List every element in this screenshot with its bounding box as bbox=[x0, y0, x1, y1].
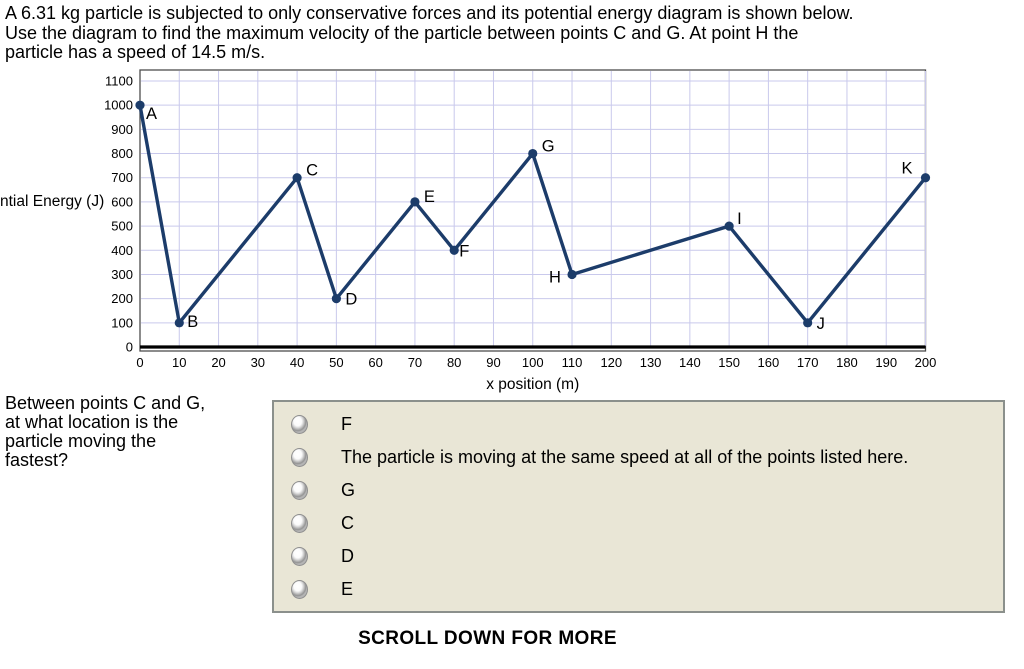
option-row-3: G bbox=[291, 474, 1003, 507]
x-tick-label: 50 bbox=[329, 355, 343, 370]
x-tick-label: 110 bbox=[562, 355, 583, 370]
x-tick-label: 120 bbox=[600, 355, 622, 370]
y-tick-label: 800 bbox=[111, 146, 133, 161]
y-tick-label: 1000 bbox=[104, 98, 133, 113]
chart-point-label-H: H bbox=[549, 268, 561, 286]
y-tick-label: 0 bbox=[126, 340, 133, 355]
chart-point-A bbox=[135, 100, 145, 110]
chart-point-H bbox=[567, 269, 577, 280]
y-tick-label: 900 bbox=[111, 122, 133, 137]
x-tick-label: 0 bbox=[136, 355, 143, 370]
option-label-2: The particle is moving at the same speed… bbox=[341, 447, 909, 467]
chart-point-label-G: G bbox=[542, 138, 555, 156]
radio-option-4[interactable] bbox=[291, 514, 308, 533]
chart-point-E bbox=[410, 197, 420, 207]
x-tick-label: 140 bbox=[679, 355, 701, 370]
option-row-2: The particle is moving at the same speed… bbox=[291, 441, 1003, 474]
option-label-5: D bbox=[341, 546, 354, 566]
y-tick-label: 400 bbox=[111, 243, 133, 258]
x-tick-label: 20 bbox=[211, 355, 225, 370]
x-tick-label: 190 bbox=[875, 355, 897, 370]
chart-point-F bbox=[449, 245, 459, 255]
chart-point-B bbox=[174, 318, 184, 328]
scroll-down-note: SCROLL DOWN FOR MORE bbox=[358, 628, 617, 649]
x-tick-label: 200 bbox=[915, 355, 937, 370]
chart-point-label-I: I bbox=[737, 210, 742, 228]
question-line-3: particle moving the bbox=[5, 431, 157, 451]
x-tick-label: 60 bbox=[368, 355, 382, 370]
question-line-1: Between points C and G, bbox=[5, 393, 206, 413]
x-tick-label: 150 bbox=[718, 355, 740, 370]
chart-point-label-E: E bbox=[424, 188, 435, 206]
radio-option-6[interactable] bbox=[291, 580, 308, 599]
question-line-2: at what location is the bbox=[5, 412, 179, 432]
x-tick-label: 100 bbox=[522, 355, 544, 370]
question-text: Between points C and G, at what location… bbox=[5, 394, 205, 470]
chart-point-label-F: F bbox=[459, 242, 469, 260]
chart-point-label-D: D bbox=[345, 291, 357, 309]
option-label-4: C bbox=[341, 513, 354, 533]
problem-line-3: particle has a speed of 14.5 m/s. bbox=[5, 42, 266, 62]
x-tick-label: 90 bbox=[486, 355, 500, 370]
y-tick-label: 500 bbox=[111, 219, 133, 234]
x-tick-label: 170 bbox=[797, 355, 819, 370]
y-tick-label: 1100 bbox=[105, 74, 133, 89]
radio-option-1[interactable] bbox=[291, 415, 308, 434]
option-row-1: F bbox=[291, 408, 1003, 441]
radio-option-5[interactable] bbox=[291, 547, 308, 566]
x-tick-label: 130 bbox=[640, 355, 662, 370]
y-tick-label: 700 bbox=[111, 170, 133, 185]
option-label-3: G bbox=[341, 480, 356, 500]
x-tick-label: 180 bbox=[836, 355, 858, 370]
x-tick-label: 10 bbox=[172, 355, 186, 370]
x-tick-label: 160 bbox=[758, 355, 780, 370]
chart-point-D bbox=[331, 294, 341, 304]
chart-point-K bbox=[920, 173, 931, 183]
x-tick-label: 80 bbox=[447, 355, 461, 370]
option-row-4: C bbox=[291, 507, 1003, 540]
problem-statement: A 6.31 kg particle is subjected to only … bbox=[5, 3, 854, 63]
problem-line-2: Use the diagram to find the maximum velo… bbox=[5, 22, 799, 43]
question-line-4: fastest? bbox=[5, 450, 69, 470]
chart-point-label-B: B bbox=[187, 313, 198, 331]
problem-line-1: A 6.31 kg particle is subjected to only … bbox=[5, 3, 854, 23]
y-axis-label: ntial Energy (J) bbox=[0, 193, 105, 210]
option-label-6: E bbox=[341, 579, 354, 599]
x-tick-label: 40 bbox=[290, 355, 304, 370]
chart-point-G bbox=[528, 148, 538, 159]
answer-panel: F The particle is moving at the same spee… bbox=[272, 400, 1005, 613]
chart-point-I bbox=[724, 221, 734, 231]
x-axis-label: x position (m) bbox=[486, 376, 579, 393]
radio-option-3[interactable] bbox=[291, 481, 308, 500]
pe-chart: 0 100 200 300 400 500 600 700 800 900 1000 1100 0 10 2… bbox=[104, 69, 937, 393]
y-tick-label: 600 bbox=[111, 194, 133, 209]
chart-point-C bbox=[292, 173, 302, 183]
radio-option-2[interactable] bbox=[291, 448, 308, 467]
x-tick-label: 30 bbox=[251, 355, 265, 370]
chart-point-label-K: K bbox=[902, 160, 913, 178]
chart-point-label-C: C bbox=[306, 162, 318, 180]
chart-point-label-J: J bbox=[817, 315, 825, 333]
y-tick-label: 200 bbox=[111, 291, 133, 306]
y-tick-label: 100 bbox=[111, 315, 133, 330]
option-row-6: E bbox=[291, 573, 1003, 606]
chart-point-label-A: A bbox=[146, 105, 157, 123]
option-label-1: F bbox=[341, 414, 352, 434]
y-tick-label: 300 bbox=[111, 267, 133, 282]
chart-point-J bbox=[803, 318, 813, 328]
option-row-5: D bbox=[291, 540, 1003, 573]
x-tick-label: 70 bbox=[408, 355, 422, 370]
